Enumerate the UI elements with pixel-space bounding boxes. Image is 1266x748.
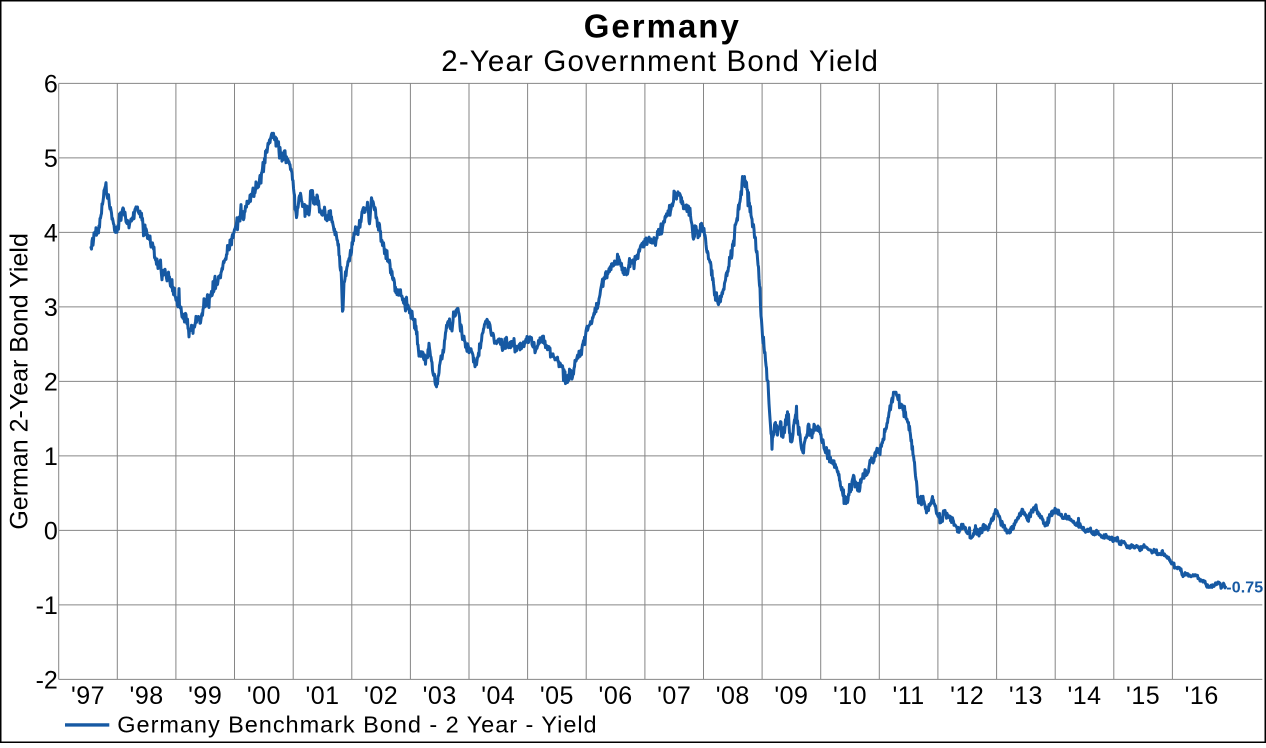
svg-text:'01: '01 xyxy=(305,682,339,710)
svg-text:'06: '06 xyxy=(599,682,633,710)
svg-text:3: 3 xyxy=(44,294,58,322)
svg-text:'10: '10 xyxy=(833,682,867,710)
svg-text:'00: '00 xyxy=(247,682,281,710)
svg-text:'14: '14 xyxy=(1067,682,1101,710)
svg-text:2-Year Government Bond Yield: 2-Year Government Bond Yield xyxy=(441,45,879,78)
svg-text:'09: '09 xyxy=(774,682,808,710)
svg-text:-2: -2 xyxy=(36,666,58,694)
svg-text:German 2-Year Bond Yield: German 2-Year Bond Yield xyxy=(6,233,34,529)
svg-text:-0.75: -0.75 xyxy=(1226,579,1263,596)
svg-text:'08: '08 xyxy=(716,682,750,710)
svg-text:'11: '11 xyxy=(892,682,924,710)
svg-text:5: 5 xyxy=(44,145,58,173)
svg-text:Germany: Germany xyxy=(584,7,741,44)
svg-text:'16: '16 xyxy=(1185,682,1219,710)
svg-text:'13: '13 xyxy=(1009,682,1043,710)
svg-text:2: 2 xyxy=(44,368,58,396)
svg-text:'12: '12 xyxy=(950,682,984,710)
svg-text:'07: '07 xyxy=(657,682,691,710)
svg-text:'98: '98 xyxy=(130,682,164,710)
svg-text:'03: '03 xyxy=(423,682,457,710)
svg-text:'05: '05 xyxy=(540,682,574,710)
svg-text:'97: '97 xyxy=(71,682,105,710)
svg-text:4: 4 xyxy=(44,219,58,247)
svg-text:1: 1 xyxy=(44,443,58,471)
svg-text:6: 6 xyxy=(44,70,58,98)
svg-text:'15: '15 xyxy=(1126,682,1160,710)
svg-text:'02: '02 xyxy=(364,682,398,710)
svg-text:0: 0 xyxy=(44,517,58,545)
svg-text:Germany Benchmark Bond - 2 Yea: Germany Benchmark Bond - 2 Year - Yield xyxy=(117,712,597,738)
svg-text:-1: -1 xyxy=(36,592,58,620)
svg-text:'04: '04 xyxy=(481,682,515,710)
svg-text:'99: '99 xyxy=(188,682,222,710)
